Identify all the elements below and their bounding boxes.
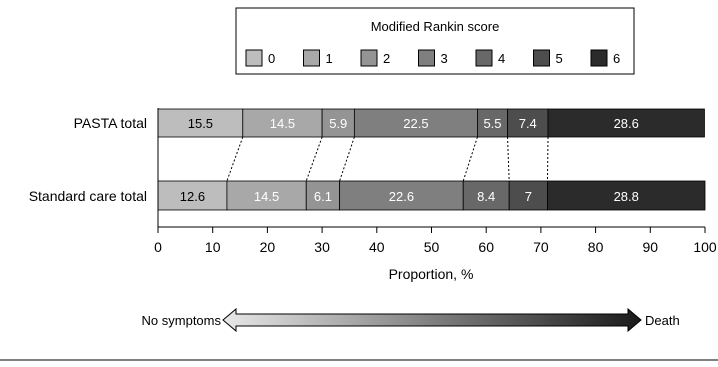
x-axis-label: Proportion, %: [389, 266, 474, 282]
legend-swatch-4: [475, 49, 493, 67]
segment-value-label: 28.8: [614, 189, 639, 204]
legend-swatch-3: [418, 49, 435, 67]
severity-arrow: No symptoms Death: [142, 307, 680, 333]
bar-segment: [477, 108, 508, 138]
legend-label-3: 3: [441, 51, 448, 66]
legend-title: Modified Rankin score: [371, 19, 500, 34]
segment-value-label: 5.9: [329, 116, 347, 131]
segment-value-label: 22.5: [403, 116, 428, 131]
x-tick-label: 80: [588, 239, 604, 255]
x-tick-label: 0: [154, 239, 162, 255]
legend-label-1: 1: [326, 51, 333, 66]
connector-line: [507, 136, 510, 182]
legend: Modified Rankin score 0 1 2 3 4 5 6: [235, 7, 635, 75]
bar-segment: [508, 180, 548, 211]
x-tick-label: 10: [205, 239, 221, 255]
x-tick-label: 90: [643, 239, 659, 255]
legend-label-2: 2: [383, 51, 390, 66]
x-tick-label: 50: [424, 239, 440, 255]
segment-connectors: [226, 136, 549, 182]
bar-segment: [507, 108, 549, 138]
legend-label-6: 6: [613, 51, 620, 66]
bar-segment: [321, 108, 355, 138]
connector-line: [226, 136, 244, 182]
legend-swatch-5: [533, 49, 550, 67]
legend-label-5: 5: [556, 51, 563, 66]
segment-value-label: 8.4: [477, 189, 495, 204]
connector-line: [546, 136, 549, 182]
arrow-left-label: No symptoms: [142, 313, 222, 328]
x-axis: 0 10 20 30 40 50 60 70 80 90 100: [154, 108, 717, 255]
legend-swatch-2: [360, 49, 378, 67]
segment-value-label: 15.5: [188, 116, 213, 131]
segment-value-label: 5.5: [483, 116, 501, 131]
bar-segment: [157, 180, 228, 211]
bar-segment: [547, 180, 706, 211]
category-label: Standard care total: [29, 188, 147, 204]
legend-items: 0 1 2 3 4 5 6: [245, 49, 620, 67]
bars: 15.5 14.5 5.9 22.5 5.5 7.4 28.6 12.6 14.5 6.1 22.6…: [157, 108, 706, 211]
segment-value-label: 14.5: [254, 189, 279, 204]
segment-value-label: 28.6: [614, 116, 639, 131]
legend-swatch-0: [245, 49, 263, 67]
segment-value-label: 14.5: [270, 116, 295, 131]
connector-line: [339, 136, 355, 182]
segment-value-label: 7.4: [519, 116, 537, 131]
legend-swatch-6: [590, 49, 608, 67]
segment-value-label: 12.6: [180, 189, 205, 204]
x-tick-label: 100: [693, 239, 717, 255]
legend-swatch-1: [303, 49, 320, 67]
bar-segment: [157, 108, 244, 138]
category-labels: PASTA total Standard care total: [29, 115, 147, 204]
segment-value-label: 6.1: [314, 189, 332, 204]
legend-label-4: 4: [498, 51, 505, 66]
segment-value-label: 22.6: [389, 189, 414, 204]
bar-segment: [226, 180, 307, 211]
bar-segment: [462, 180, 510, 211]
segment-value-label: 7: [525, 189, 532, 204]
gradient-arrow: [222, 307, 642, 333]
x-tick-label: 30: [314, 239, 330, 255]
x-tick-label: 40: [369, 239, 385, 255]
x-tick-label: 20: [260, 239, 276, 255]
bar-segment: [242, 108, 323, 138]
x-tick-label: 60: [478, 239, 494, 255]
arrow-right-label: Death: [645, 313, 680, 328]
bar-segment: [353, 108, 478, 138]
connector-line: [305, 136, 323, 182]
connector-line: [462, 136, 478, 182]
legend-label-0: 0: [268, 51, 275, 66]
x-tick-label: 70: [533, 239, 549, 255]
bar-segment: [547, 108, 705, 138]
category-label: PASTA total: [74, 115, 147, 131]
